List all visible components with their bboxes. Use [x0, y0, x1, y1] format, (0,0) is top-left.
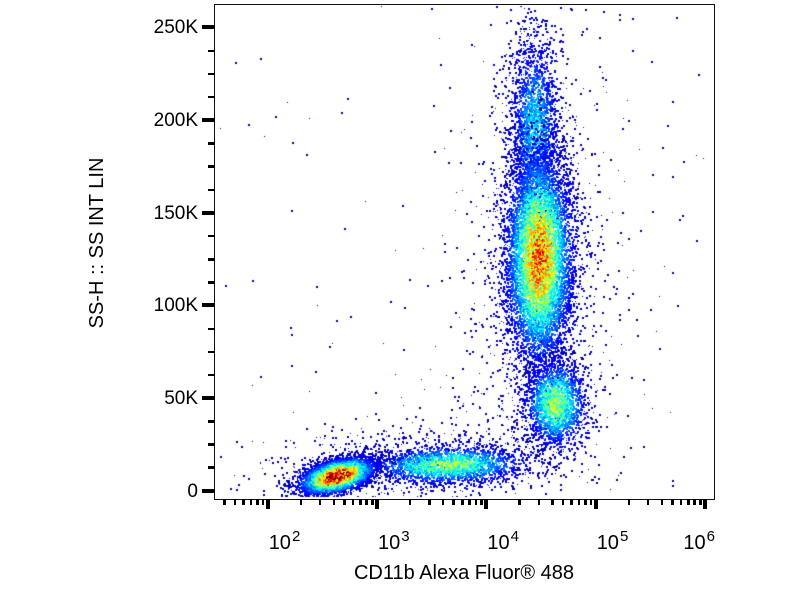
plot-frame	[214, 4, 715, 500]
y-axis-title: SS-H :: SS INT LIN	[86, 157, 108, 329]
x-axis-title: CD11b Alexa Fluor® 488	[353, 562, 575, 584]
